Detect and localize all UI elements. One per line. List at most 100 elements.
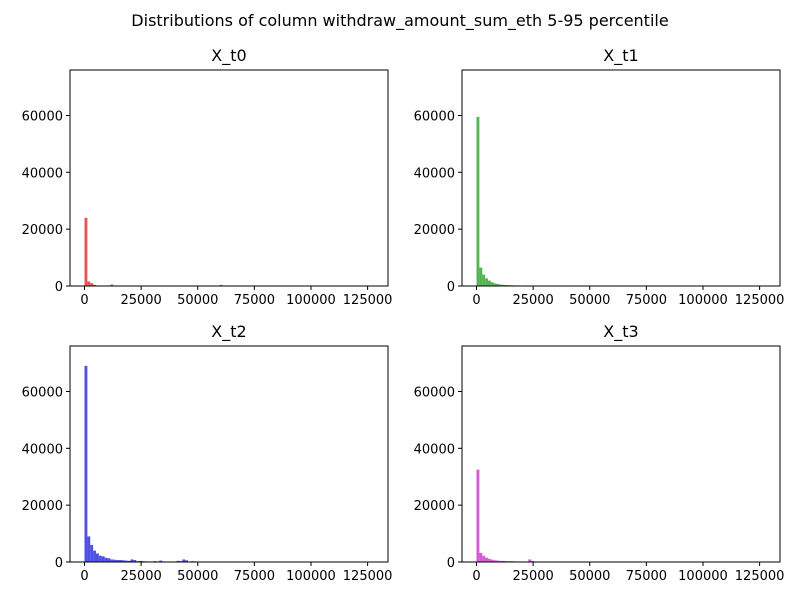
histogram-bar — [485, 278, 489, 286]
x-tick-label: 25000 — [512, 293, 553, 308]
x-tick-label: 125000 — [343, 293, 393, 308]
histogram-bar — [488, 280, 491, 286]
histogram-bar — [98, 555, 102, 562]
axes-frame — [461, 69, 781, 287]
histogram-bar — [499, 284, 503, 286]
x-tick-label: 50000 — [569, 569, 610, 584]
y-tick-label: 40000 — [22, 442, 63, 457]
axes-frame — [69, 345, 389, 563]
y-tick-label: 60000 — [22, 109, 63, 124]
histogram-bar — [119, 560, 122, 562]
histogram-bar — [476, 469, 480, 562]
figure-suptitle: Distributions of column withdraw_amount_… — [131, 11, 668, 31]
y-tick-label: 60000 — [414, 109, 455, 124]
x-tick-label: 75000 — [626, 293, 667, 308]
y-tick-label: 0 — [55, 280, 63, 295]
histogram-bar — [84, 217, 88, 286]
histogram-bar — [502, 284, 506, 286]
panel-title: X_t0 — [211, 46, 246, 66]
y-tick-label: 60000 — [414, 385, 455, 400]
x-tick-label: 100000 — [286, 569, 336, 584]
panel-title: X_t3 — [603, 322, 638, 342]
histogram-bar — [113, 559, 117, 562]
y-tick-label: 20000 — [22, 223, 63, 238]
histogram-bar — [139, 560, 143, 562]
histogram-bar — [490, 559, 494, 562]
x-tick-label: 125000 — [343, 569, 393, 584]
histogram-bar — [476, 116, 480, 286]
panel-2: 0 25000 50000 75000 100000 125000 0 20000 40000 6… — [22, 322, 393, 584]
histogram-bar — [176, 560, 180, 562]
histogram-bar — [87, 536, 91, 562]
histogram-bar — [182, 559, 186, 562]
histogram-bar — [96, 553, 99, 562]
y-tick-label: 40000 — [414, 442, 455, 457]
histogram-bar — [90, 544, 94, 562]
x-tick-label: 50000 — [569, 293, 610, 308]
histogram-bar — [219, 284, 223, 286]
histogram-bar — [493, 283, 497, 286]
x-tick-label: 25000 — [512, 569, 553, 584]
panel-1: 0 25000 50000 75000 100000 125000 0 20000 40000 6… — [414, 46, 785, 308]
y-tick-label: 20000 — [414, 499, 455, 514]
x-tick-label: 100000 — [678, 293, 728, 308]
y-tick-label: 40000 — [22, 166, 63, 181]
panel-title: X_t2 — [211, 322, 246, 342]
histogram-bar — [116, 560, 120, 562]
x-tick-label: 50000 — [177, 569, 218, 584]
histogram-bar — [479, 552, 483, 562]
histogram-bar — [482, 274, 486, 286]
x-tick-label: 0 — [472, 569, 480, 584]
histogram-bar — [159, 560, 163, 562]
histogram-bar — [101, 556, 105, 562]
y-tick-label: 0 — [55, 556, 63, 571]
histogram-bar — [185, 560, 189, 562]
y-tick-label: 20000 — [414, 223, 455, 238]
x-tick-label: 75000 — [234, 293, 275, 308]
x-tick-label: 50000 — [177, 293, 218, 308]
axes-frame — [69, 69, 389, 287]
histogram-bar — [130, 559, 134, 562]
histogram-bar — [133, 560, 137, 562]
histogram-bar — [485, 557, 489, 562]
histogram-bar — [493, 560, 497, 562]
histogram-bar — [528, 559, 532, 562]
x-tick-label: 75000 — [626, 569, 667, 584]
panel-title: X_t1 — [603, 46, 638, 66]
histogram-bar — [531, 560, 535, 562]
histogram-bar — [124, 560, 128, 562]
histogram-bar — [107, 558, 111, 562]
histogram-bar — [490, 282, 494, 286]
histogram-bar — [84, 365, 88, 562]
histogram-bar — [499, 560, 503, 562]
x-tick-label: 0 — [472, 293, 480, 308]
histogram-bar — [496, 560, 500, 562]
x-tick-label: 100000 — [286, 293, 336, 308]
histogram-bar — [104, 557, 108, 562]
panel-3: 0 25000 50000 75000 100000 125000 0 20000 40000 6… — [414, 322, 785, 584]
x-tick-label: 125000 — [735, 569, 785, 584]
x-tick-label: 25000 — [120, 293, 161, 308]
panel-0: 0 25000 50000 75000 100000 125000 0 20000 40000 6… — [22, 46, 393, 308]
x-tick-label: 100000 — [678, 569, 728, 584]
x-tick-label: 0 — [80, 293, 88, 308]
histogram-bar — [496, 284, 500, 286]
histogram-bar — [479, 267, 483, 286]
histogram-bar — [110, 284, 114, 286]
histogram-bar — [87, 281, 91, 286]
x-tick-label: 75000 — [234, 569, 275, 584]
y-tick-label: 60000 — [22, 385, 63, 400]
y-tick-label: 40000 — [414, 166, 455, 181]
histogram-bar — [482, 555, 486, 562]
histogram-bar — [93, 284, 97, 286]
histogram-bar — [110, 559, 114, 562]
axes-frame — [461, 345, 781, 563]
histogram-bar — [90, 283, 94, 286]
y-tick-label: 0 — [447, 556, 455, 571]
x-tick-label: 125000 — [735, 293, 785, 308]
y-tick-label: 20000 — [22, 499, 63, 514]
x-tick-label: 25000 — [120, 569, 161, 584]
histogram-bar — [127, 560, 131, 562]
